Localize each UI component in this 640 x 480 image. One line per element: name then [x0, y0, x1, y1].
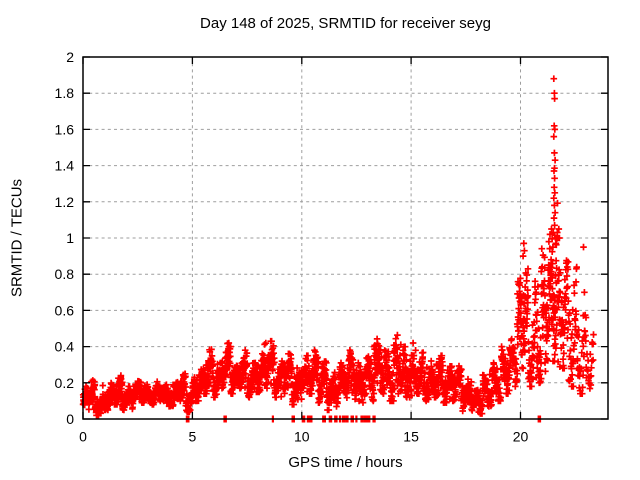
y-tick-label: 2 — [66, 49, 74, 65]
axis-frame — [82, 56, 609, 420]
x-tick-label: 10 — [294, 429, 310, 445]
y-tick-label: 0.4 — [55, 339, 75, 355]
tick-labels: 0 5 10 15 20 0 0.2 0.4 0.6 0.8 1 1.2 1.4 1.6 1.8 2 — [55, 49, 529, 445]
x-tick-label: 5 — [189, 429, 197, 445]
data-points — [79, 75, 597, 419]
chart-title: Day 148 of 2025, SRMTID for receiver sey… — [200, 15, 491, 32]
y-tick-label: 0.8 — [55, 266, 75, 282]
y-tick-label: 1.6 — [55, 121, 75, 137]
y-tick-label: 1.8 — [55, 85, 75, 101]
x-tick-label: 15 — [403, 429, 419, 445]
x-axis-title: GPS time / hours — [288, 454, 403, 471]
x-tick-label: 0 — [79, 429, 87, 445]
y-tick-label: 1.2 — [55, 194, 75, 210]
y-tick-label: 0.2 — [55, 375, 75, 391]
y-tick-label: 1.4 — [55, 158, 75, 174]
y-tick-label: 0.6 — [55, 302, 75, 318]
y-tick-label: 0 — [66, 411, 74, 427]
y-tick-label: 1 — [66, 230, 74, 246]
x-tick-label: 20 — [513, 429, 529, 445]
